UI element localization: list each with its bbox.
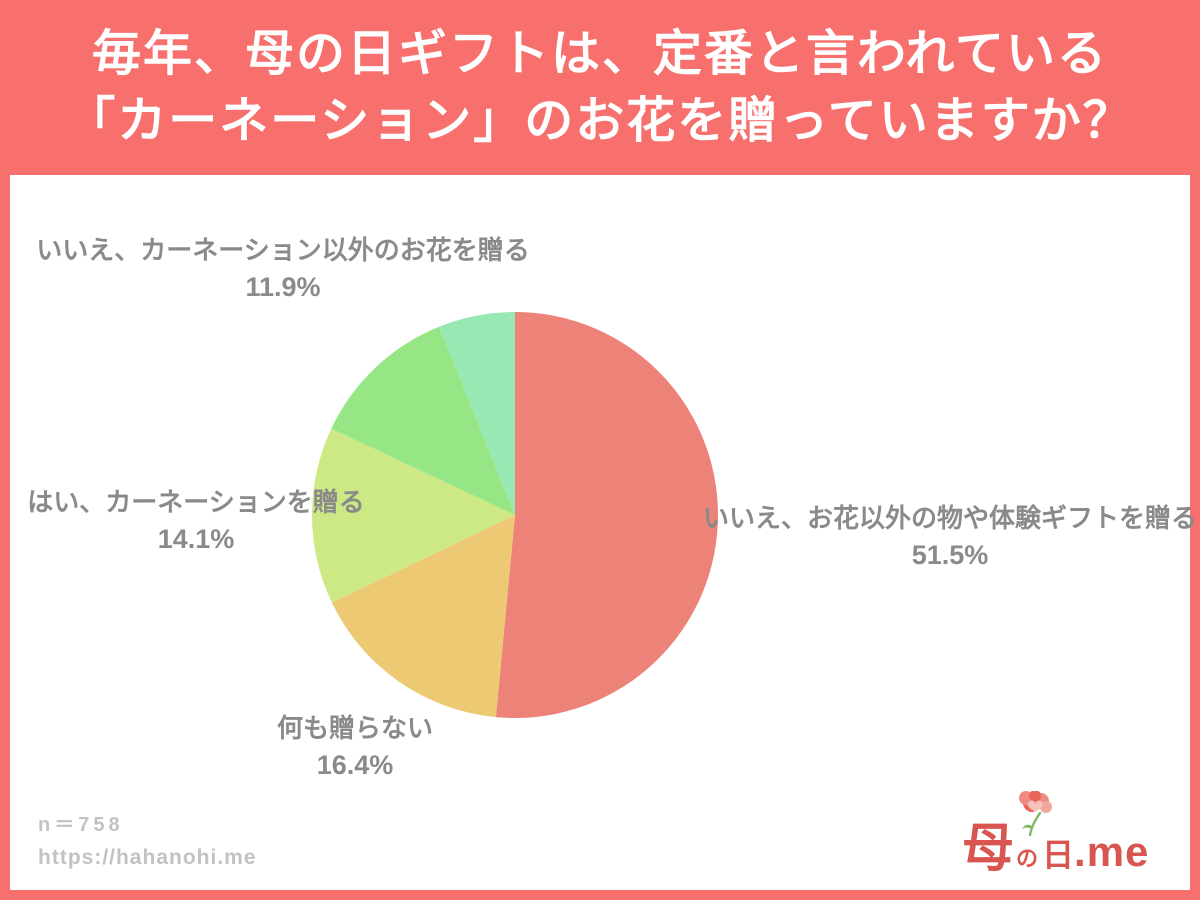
slice-label-nothing: 何も贈らない 16.4% — [155, 710, 555, 784]
footer: n＝758 https://hahanohi.me — [38, 808, 257, 870]
source-url-text: https://hahanohi.me — [38, 846, 257, 869]
header: 毎年、母の日ギフトは、定番と言われている 「カーネーション」のお花を贈っています… — [0, 0, 1200, 175]
logo-char-no: の — [1016, 846, 1039, 871]
pie-slice — [331, 515, 515, 718]
slice-percentage: 16.4% — [316, 750, 394, 780]
sample-size-text: n＝758 — [38, 814, 124, 836]
slice-percentage: 11.9% — [245, 272, 321, 302]
page-title-line-1: 毎年、母の日ギフトは、定番と言われている — [91, 26, 1109, 81]
pie-slice — [312, 428, 515, 603]
slice-percentage: 51.5% — [911, 540, 989, 570]
logo-char-hi: 日 — [1042, 837, 1075, 873]
logo-text: 母 の 日 .me — [962, 806, 1172, 881]
slice-label-text: はい、カーネーションを贈る — [27, 487, 365, 517]
slice-label-text: いいえ、カーネーション以外のお花を贈る — [36, 235, 530, 265]
pie-slice — [331, 326, 515, 515]
logo-suffix-me: .me — [1074, 828, 1150, 875]
slice-label-text: いいえ、お花以外の物や体験ギフトを贈る — [702, 503, 1197, 533]
page-title-line-2: 「カーネーション」のお花を贈っていますか？ — [66, 93, 1134, 148]
slice-percentage: 14.1% — [157, 524, 235, 554]
pie-chart — [312, 312, 718, 718]
slice-label-non-flower-gift: いいえ、お花以外の物や体験ギフトを贈る 51.5% — [700, 500, 1200, 574]
carnation-icon — [1019, 791, 1052, 837]
hahanohi-logo: 母 の 日 .me — [962, 791, 1172, 885]
pie-chart-container — [310, 310, 720, 720]
slice-label-other-flowers: いいえ、カーネーション以外のお花を贈る 11.9% — [33, 232, 533, 306]
slice-label-text: 何も贈らない — [276, 713, 433, 743]
pie-slice — [439, 312, 515, 515]
logo-char-haha: 母 — [962, 820, 1015, 878]
slice-label-carnation: はい、カーネーションを贈る 14.1% — [0, 484, 392, 558]
pie-slice — [495, 312, 718, 718]
